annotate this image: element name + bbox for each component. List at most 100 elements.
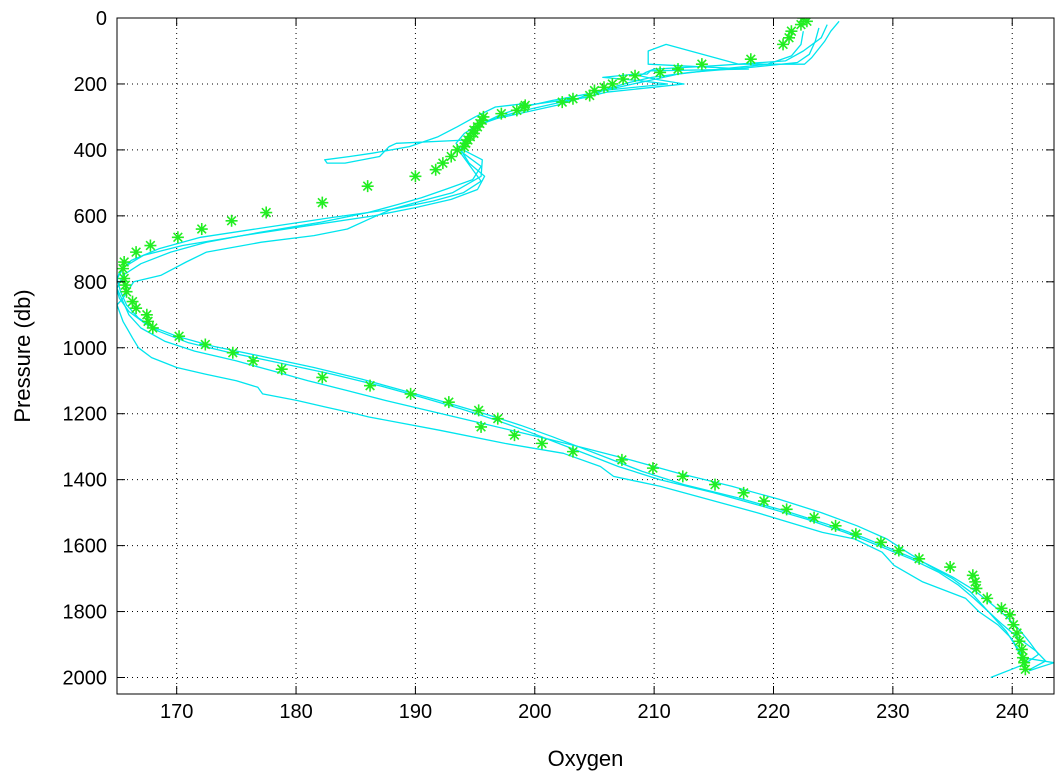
y-tick-label: 400 (74, 140, 107, 162)
data-point-marker (491, 412, 504, 425)
data-point-marker (459, 137, 472, 150)
data-point-marker (436, 157, 449, 170)
y-tick-label: 1600 (63, 536, 108, 558)
data-point-marker (226, 346, 239, 359)
data-point-marker (556, 96, 569, 109)
data-point-marker (119, 279, 132, 292)
data-point-marker (672, 63, 685, 76)
data-point-marker (142, 315, 155, 328)
data-point-marker (783, 31, 796, 44)
y-tick-label: 200 (74, 74, 107, 96)
data-point-marker (120, 285, 133, 298)
data-point-marker (126, 295, 139, 308)
axes (116, 17, 1055, 695)
data-point-marker (654, 66, 667, 79)
x-tick-label: 200 (518, 701, 551, 723)
data-point-marker (1016, 651, 1029, 664)
data-point-marker (1015, 643, 1028, 656)
data-point-marker (966, 569, 979, 582)
y-tick-label: 1000 (63, 338, 108, 360)
data-point-marker (316, 196, 329, 209)
data-point-marker (199, 338, 212, 351)
data-point-marker (144, 239, 157, 252)
data-point-marker (617, 73, 630, 86)
data-point-marker (737, 486, 750, 499)
data-point-marker (361, 180, 374, 193)
data-point-marker (429, 163, 442, 176)
data-point-marker (606, 77, 619, 90)
data-point-marker (1013, 635, 1026, 648)
data-point-marker (757, 495, 770, 508)
data-point-marker (404, 387, 417, 400)
y-axis-label: Pressure (db) (10, 289, 35, 422)
data-point-marker (364, 379, 377, 392)
data-point-marker (777, 38, 790, 51)
data-point-marker (442, 396, 455, 409)
data-point-marker (709, 478, 722, 491)
data-point-marker (913, 552, 926, 565)
data-point-marker (615, 453, 628, 466)
data-point-marker (1011, 626, 1023, 639)
data-point-marker (588, 84, 601, 97)
data-point-marker (566, 445, 579, 458)
data-point-marker (676, 470, 689, 483)
data-point-marker (508, 429, 521, 442)
data-point-marker (892, 544, 905, 557)
data-point-marker (780, 503, 793, 516)
data-point-marker (316, 371, 329, 384)
data-point-marker (225, 214, 238, 227)
data-point-marker (130, 302, 143, 315)
data-point-marker (171, 231, 184, 244)
x-tick-label: 220 (757, 701, 790, 723)
data-point-marker (146, 321, 159, 334)
data-point-marker (1007, 618, 1020, 631)
data-point-marker (118, 256, 131, 269)
data-point-marker (970, 582, 983, 595)
data-point-marker (583, 89, 596, 102)
data-point-marker (874, 536, 887, 549)
data-point-marker (247, 354, 260, 367)
x-tick-label: 170 (160, 701, 193, 723)
x-tick-label: 240 (996, 701, 1029, 723)
data-point-marker (195, 223, 208, 236)
y-tick-label: 1200 (63, 404, 108, 426)
data-point-marker (981, 592, 994, 605)
x-tick-label: 190 (399, 701, 432, 723)
data-point-marker (695, 58, 708, 71)
data-point-marker (829, 519, 842, 532)
x-tick-label: 210 (637, 701, 670, 723)
data-point-marker (785, 25, 798, 38)
data-point-marker (944, 561, 957, 574)
data-point-marker (969, 575, 982, 588)
y-tick-label: 2000 (63, 668, 108, 690)
profile-line-2 (117, 24, 1028, 672)
data-point-marker (1019, 663, 1032, 676)
series-layer (117, 18, 1054, 679)
y-tick-label: 600 (74, 206, 107, 228)
x-axis-label: Oxygen (548, 746, 624, 771)
plot-area (117, 18, 1054, 694)
data-point-marker (800, 18, 813, 28)
data-point-marker (849, 528, 862, 541)
plot-background (117, 18, 1054, 694)
data-point-marker (598, 81, 611, 94)
data-point-marker (275, 363, 288, 376)
data-point-marker (475, 420, 488, 433)
data-point-marker (260, 206, 273, 219)
x-tick-label: 180 (279, 701, 312, 723)
data-point-marker (629, 69, 642, 82)
data-point-marker (518, 101, 531, 114)
marker-series (117, 18, 1032, 676)
x-tick-label: 230 (876, 701, 909, 723)
data-point-marker (510, 104, 523, 117)
data-point-marker (458, 140, 471, 153)
data-point-marker (744, 53, 757, 66)
data-point-marker (477, 110, 490, 123)
data-point-marker (495, 107, 508, 120)
data-point-marker (1003, 608, 1016, 621)
y-tick-label: 800 (74, 272, 107, 294)
tick-labels: 170 180 190 200 210 220 230 240 0 200 400 600 800 100… (63, 8, 1029, 723)
plot-border (116, 17, 1055, 695)
data-point-marker (566, 92, 579, 105)
